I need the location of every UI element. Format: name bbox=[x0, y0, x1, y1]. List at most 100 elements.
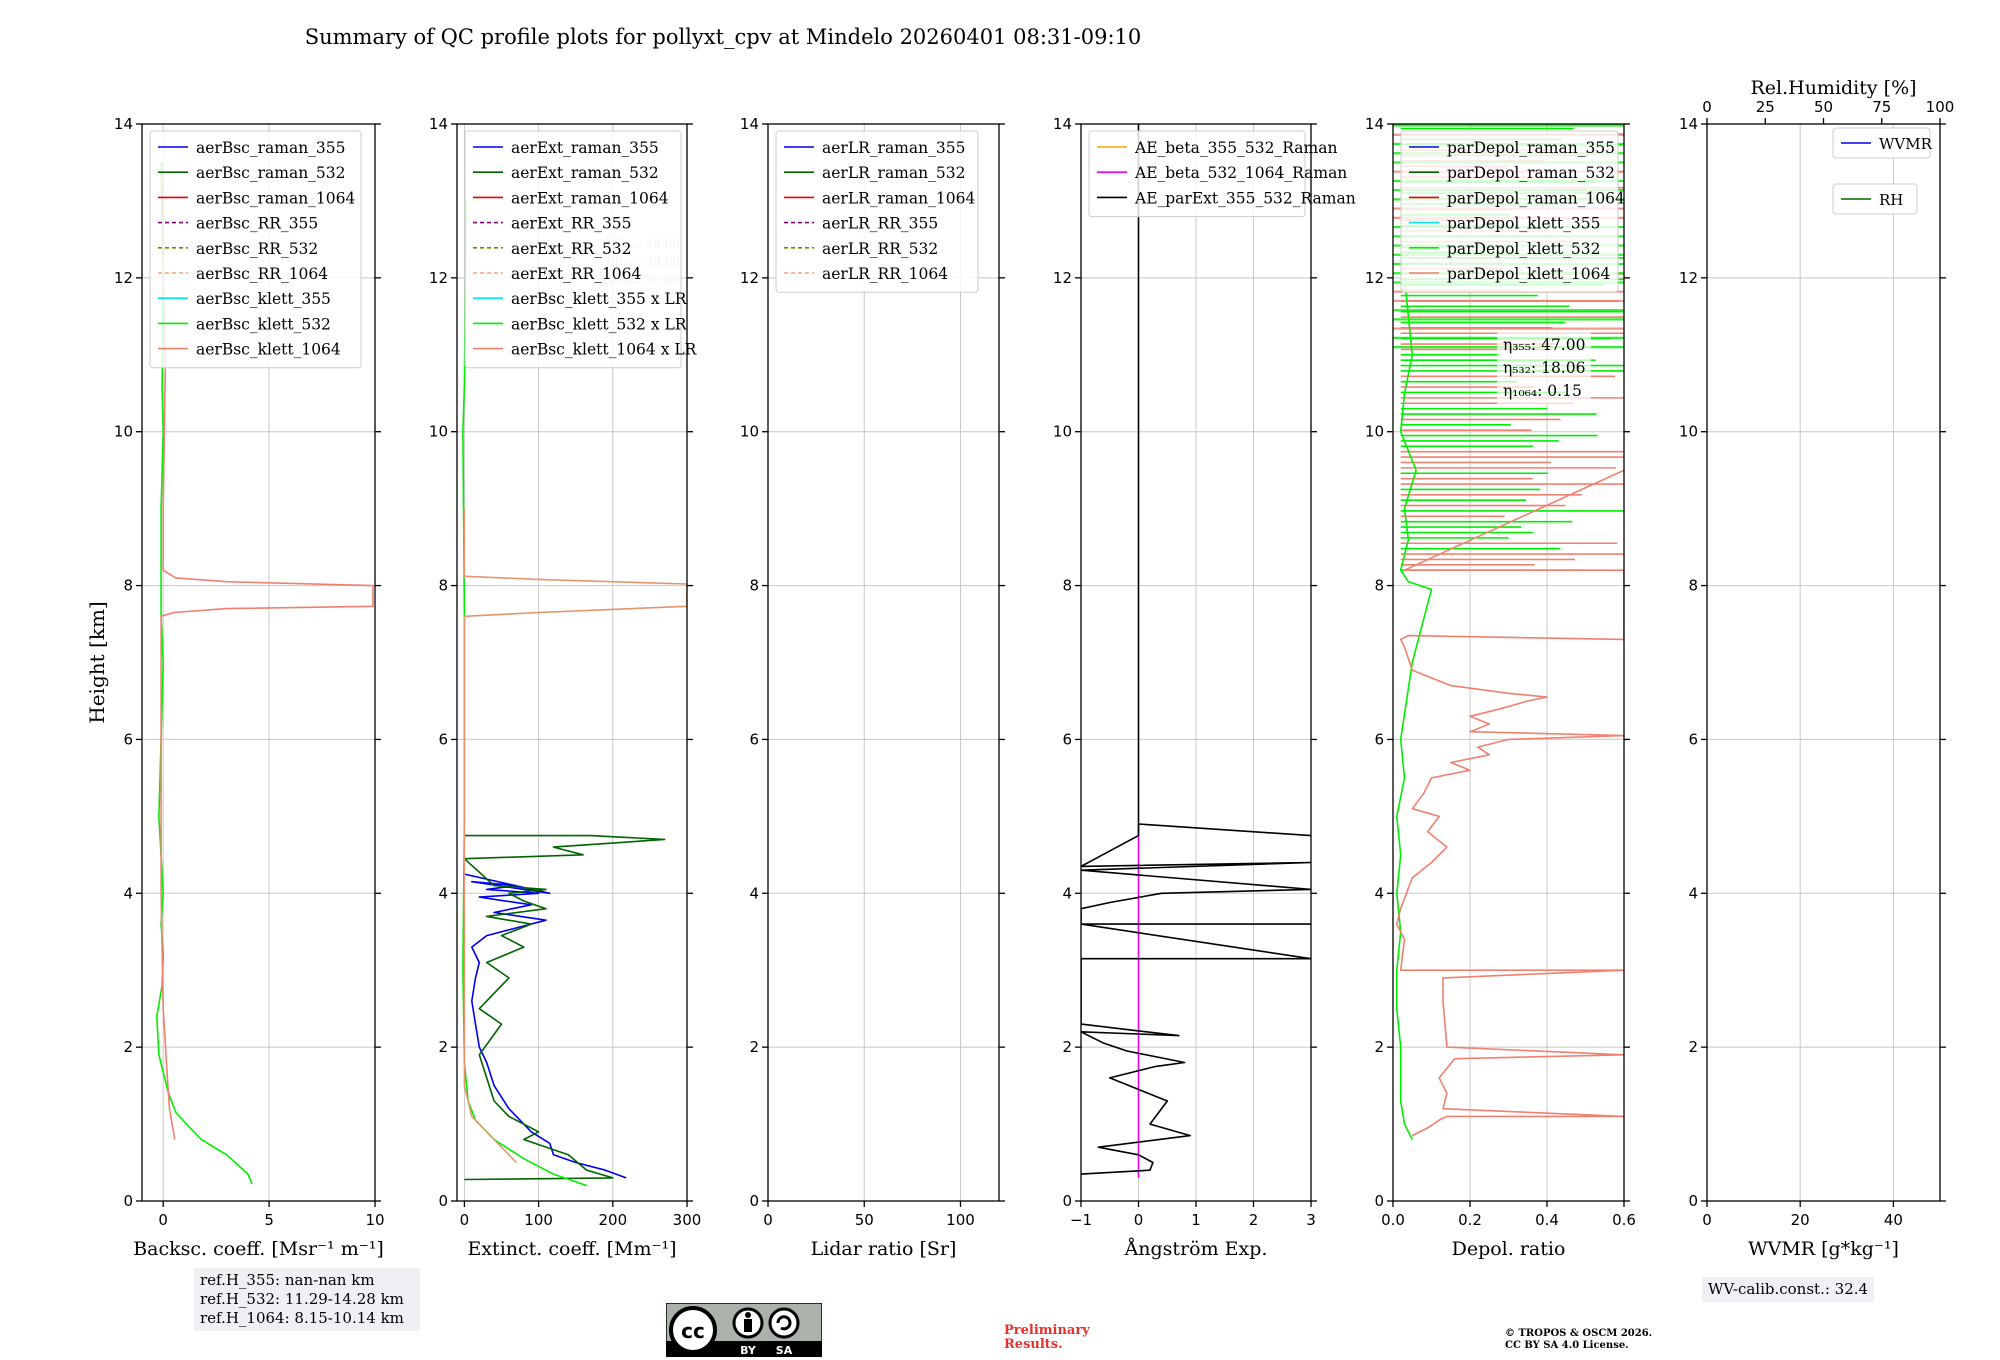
legend-label: WVMR bbox=[1879, 135, 1933, 153]
legend-label: RH bbox=[1879, 191, 1903, 209]
legend-box bbox=[1832, 183, 1918, 215]
axes-frame bbox=[456, 123, 688, 1202]
x-axis-label: Depol. ratio bbox=[1452, 1238, 1566, 1260]
ref-height-box: ref.H_355: nan-nan km ref.H_532: 11.29-1… bbox=[194, 1268, 420, 1331]
legend: aerExt_raman_355 aerExt_raman_532 aerExt_r… bbox=[464, 130, 698, 369]
series-line-parDepol_klett_532 bbox=[1396, 277, 1433, 1140]
y-tick-label: 0 bbox=[1062, 1192, 1072, 1210]
figure-title: Summary of QC profile plots for pollyxt_… bbox=[305, 25, 1142, 49]
wv-calib-box: WV-calib.const.: 32.4 bbox=[1702, 1277, 1875, 1302]
series-group bbox=[1396, 277, 1624, 1140]
y-tick-label: 0 bbox=[1374, 1192, 1384, 1210]
axes-frame bbox=[1706, 123, 1941, 1202]
legend-label: parDepol_raman_532 bbox=[1447, 164, 1615, 182]
x-tick-label: 50 bbox=[855, 1211, 874, 1229]
legend-label: aerBsc_klett_532 x LR bbox=[511, 315, 688, 333]
x-tick-label: 200 bbox=[598, 1211, 627, 1229]
panel-depolarization: 0 2 4 6 8 10 12 14 0.0 0.2 0.4 0.6 Depol. ratio parDe… bbox=[1365, 115, 1636, 1260]
legend-label: aerLR_raman_1064 bbox=[822, 189, 975, 207]
x-tick-label: 300 bbox=[673, 1211, 702, 1229]
x2-tick-label: 0 bbox=[1702, 98, 1712, 116]
series-line-aerBsc_klett_1064 bbox=[160, 162, 374, 1140]
panel-backscatter: 0 2 4 6 8 10 12 14 0 5 10 Backsc. coeff. [Msr⁻¹ m⁻¹… bbox=[85, 115, 385, 1260]
legend-label: parDepol_klett_532 bbox=[1447, 240, 1600, 258]
y-tick-label: 10 bbox=[1053, 423, 1072, 441]
y-tick-label: 14 bbox=[1365, 115, 1384, 133]
eta-box bbox=[1497, 330, 1591, 404]
x2-tick-label: 75 bbox=[1872, 98, 1891, 116]
x-tick-label: 10 bbox=[365, 1211, 384, 1229]
x-tick-label: 0 bbox=[460, 1211, 470, 1229]
legend: parDepol_raman_355 parDepol_raman_532 parD… bbox=[1400, 130, 1625, 293]
y-tick-label: 4 bbox=[1374, 884, 1384, 902]
legend-label: aerExt_RR_532 bbox=[511, 240, 632, 258]
y-tick-label: 10 bbox=[740, 423, 759, 441]
preliminary-note: Preliminary Results. bbox=[1004, 1324, 1090, 1352]
eta-label: η₃₅₅: 47.00 bbox=[1503, 336, 1585, 354]
y-tick-label: 4 bbox=[438, 884, 448, 902]
cc-logo-text: cc bbox=[681, 1319, 705, 1343]
legend-label: aerBsc_RR_355 bbox=[196, 215, 318, 233]
y-tick-label: 8 bbox=[1374, 577, 1384, 595]
sa-icon bbox=[768, 1307, 800, 1339]
y-tick-label: 6 bbox=[1374, 730, 1384, 748]
legend-label: aerBsc_RR_532 bbox=[196, 240, 318, 258]
legend-label: aerLR_raman_532 bbox=[822, 164, 965, 182]
x-axis-label: Lidar ratio [Sr] bbox=[811, 1238, 957, 1260]
legend-label: aerExt_raman_532 bbox=[511, 164, 659, 182]
y-tick-label: 12 bbox=[114, 269, 133, 287]
legend-label: aerBsc_raman_1064 bbox=[196, 189, 356, 207]
legend-label: aerExt_raman_355 bbox=[511, 139, 659, 157]
ref-height-355: ref.H_355: nan-nan km bbox=[200, 1271, 375, 1289]
legend: AE_beta_355_532_Raman AE_beta_532_1064_Ra… bbox=[1088, 130, 1356, 218]
cc-license-badge: cc BY SA bbox=[666, 1303, 822, 1357]
y-tick-label: 12 bbox=[1365, 269, 1384, 287]
y-tick-label: 12 bbox=[1053, 269, 1072, 287]
x-tick-label: 0 bbox=[1134, 1211, 1144, 1229]
series-line-AE_parExt_355_532_Raman bbox=[1081, 124, 1311, 1175]
y-tick-label: 6 bbox=[123, 730, 133, 748]
legend-label: aerLR_raman_355 bbox=[822, 139, 965, 157]
y-tick-label: 12 bbox=[740, 269, 759, 287]
x-tick-label: 3 bbox=[1306, 1211, 1316, 1229]
y-tick-label: 14 bbox=[429, 115, 448, 133]
y-tick-label: 6 bbox=[438, 730, 448, 748]
y-tick-label: 2 bbox=[438, 1038, 448, 1056]
y-tick-label: 14 bbox=[1679, 115, 1698, 133]
y-tick-label: 10 bbox=[114, 423, 133, 441]
series-group bbox=[156, 162, 374, 1185]
axes-frame bbox=[767, 123, 1000, 1202]
legend-label: aerBsc_klett_1064 bbox=[196, 341, 341, 359]
x-tick-label: 100 bbox=[946, 1211, 975, 1229]
legend-label: AE_beta_355_532_Raman bbox=[1134, 139, 1337, 157]
y-tick-label: 2 bbox=[1374, 1038, 1384, 1056]
legend-label: aerBsc_raman_355 bbox=[196, 139, 346, 157]
y-tick-label: 4 bbox=[1062, 884, 1072, 902]
x-tick-label: 0.6 bbox=[1612, 1211, 1636, 1229]
y-tick-label: 8 bbox=[1688, 577, 1698, 595]
legend-label: aerLR_RR_1064 bbox=[822, 265, 948, 283]
y-tick-label: 8 bbox=[749, 577, 759, 595]
y-tick-label: 8 bbox=[123, 577, 133, 595]
y-tick-label: 2 bbox=[1688, 1038, 1698, 1056]
legend-label: aerExt_RR_1064 bbox=[511, 265, 642, 283]
x-tick-label: 0.0 bbox=[1381, 1211, 1405, 1229]
eta-label: η₁₀₆₄: 0.15 bbox=[1503, 382, 1582, 400]
x-tick-label: 2 bbox=[1249, 1211, 1259, 1229]
y-tick-label: 0 bbox=[123, 1192, 133, 1210]
x-tick-label: 100 bbox=[524, 1211, 553, 1229]
y-axis-label: Height [km] bbox=[85, 601, 109, 723]
x-tick-label: 5 bbox=[264, 1211, 274, 1229]
legend-label: parDepol_klett_1064 bbox=[1447, 265, 1610, 283]
series-group bbox=[462, 200, 687, 1187]
copyright-line-2: CC BY SA 4.0 License. bbox=[1505, 1340, 1629, 1351]
by-label: BY bbox=[740, 1344, 757, 1357]
legend-box bbox=[1400, 130, 1619, 293]
wv-calib-const: WV-calib.const.: 32.4 bbox=[1708, 1280, 1869, 1298]
legend-box bbox=[1088, 130, 1306, 218]
y-tick-label: 6 bbox=[1688, 730, 1698, 748]
series-line-aerExt_raman_532 bbox=[463, 834, 666, 1181]
legend-label: parDepol_klett_355 bbox=[1447, 215, 1600, 233]
y-tick-label: 8 bbox=[1062, 577, 1072, 595]
